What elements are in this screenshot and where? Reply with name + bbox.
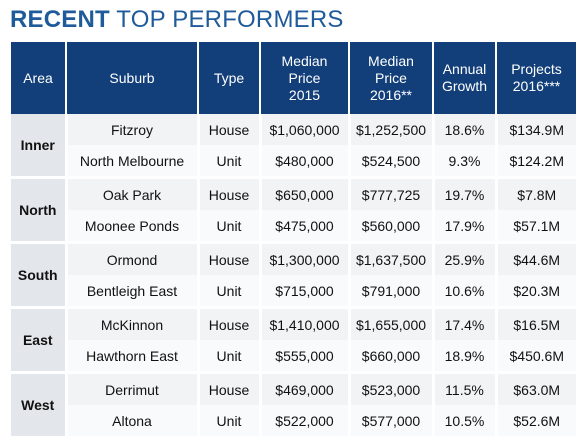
header-type: Type (198, 42, 261, 114)
header-median-2016-l2: Price (375, 69, 407, 86)
suburb-cell: Hawthorn East (66, 340, 200, 373)
header-median-2015-l1: Median (281, 52, 328, 69)
projects-cell: $16.5M (496, 306, 576, 340)
price-2016-cell: $660,000 (349, 340, 435, 373)
suburb-cell: North Melbourne (66, 145, 200, 178)
suburb-cell: Bentleigh East (66, 275, 200, 308)
header-projects-l1: Projects (511, 61, 562, 77)
title-rest: TOP PERFORMERS (109, 6, 344, 33)
suburb-cell: Derrimut (66, 371, 200, 405)
projects-cell: $63.0M (496, 371, 576, 405)
price-2015-cell: $475,000 (260, 210, 351, 243)
suburb-cell: McKinnon (66, 306, 200, 340)
growth-cell: 9.3% (433, 145, 498, 178)
price-2016-cell: $1,655,000 (349, 306, 435, 340)
price-2016-cell: $560,000 (349, 210, 435, 243)
performers-table: Area Suburb Type Median Price 2015 Media… (11, 42, 576, 436)
type-cell: House (198, 176, 262, 210)
area-cell: South (11, 241, 68, 308)
projects-cell: $134.9M (496, 114, 576, 145)
header-area: Area (11, 42, 67, 114)
price-2016-cell: $1,252,500 (349, 114, 435, 145)
price-2015-cell: $1,410,000 (260, 306, 351, 340)
table-row: South Ormond House $1,300,000 $1,637,500… (11, 241, 576, 308)
price-2016-cell: $523,000 (349, 371, 435, 405)
growth-cell: 17.4% (433, 306, 498, 340)
growth-cell: 11.5% (433, 371, 498, 405)
page-title: RECENT TOP PERFORMERS (10, 6, 344, 34)
type-cell: Unit (198, 275, 262, 308)
price-2015-cell: $555,000 (260, 340, 351, 373)
header-median-2016-l3: 2016** (369, 86, 413, 103)
suburb-cell: Oak Park (66, 176, 200, 210)
area-cell: West (11, 371, 68, 436)
projects-cell: $20.3M (496, 275, 576, 308)
suburb-cell: Altona (66, 405, 200, 436)
header-median-2015: Median Price 2015 (260, 42, 350, 114)
table-row: North Oak Park House $650,000 $777,725 1… (11, 176, 576, 243)
type-cell: House (198, 241, 262, 275)
growth-cell: 17.9% (433, 210, 498, 243)
header-row: Area Suburb Type Median Price 2015 Media… (11, 42, 576, 114)
table-row: West Derrimut House $469,000 $523,000 11… (11, 371, 576, 436)
type-cell: House (198, 371, 262, 405)
type-cell: Unit (198, 405, 262, 436)
price-2015-cell: $469,000 (260, 371, 351, 405)
projects-cell: $44.6M (496, 241, 576, 275)
projects-cell: $52.6M (496, 405, 576, 436)
price-2015-cell: $1,060,000 (260, 114, 351, 145)
table-row: Bentleigh East Unit $715,000 $791,000 10… (11, 275, 576, 308)
price-2015-cell: $480,000 (260, 145, 351, 178)
growth-cell: 10.5% (433, 405, 498, 436)
header-projects: Projects 2016*** (496, 42, 576, 114)
table-row: East McKinnon House $1,410,000 $1,655,00… (11, 306, 576, 373)
price-2016-cell: $1,637,500 (349, 241, 435, 275)
title-bold: RECENT (10, 6, 110, 33)
header-median-2015-l3: 2015 (288, 86, 321, 103)
growth-cell: 18.9% (433, 340, 498, 373)
projects-cell: $124.2M (496, 145, 576, 178)
price-2016-cell: $777,725 (349, 176, 435, 210)
table-row: Hawthorn East Unit $555,000 $660,000 18.… (11, 340, 576, 373)
price-2015-cell: $1,300,000 (260, 241, 351, 275)
projects-cell: $57.1M (496, 210, 576, 243)
table-row: North Melbourne Unit $480,000 $524,500 9… (11, 145, 576, 178)
type-cell: House (198, 114, 262, 145)
header-growth-l1: Annual (442, 61, 487, 77)
price-2016-cell: $791,000 (349, 275, 435, 308)
type-cell: Unit (198, 145, 262, 178)
growth-cell: 19.7% (433, 176, 498, 210)
growth-cell: 18.6% (433, 114, 498, 145)
type-cell: Unit (198, 340, 262, 373)
table-row: Altona Unit $522,000 $577,000 10.5% $52.… (11, 405, 576, 436)
suburb-cell: Ormond (66, 241, 200, 275)
header-median-2016: Median Price 2016** (349, 42, 434, 114)
area-cell: East (11, 306, 68, 373)
header-projects-l2: 2016*** (512, 78, 561, 94)
header-median-2015-l2: Price (288, 69, 321, 86)
price-2016-cell: $577,000 (349, 405, 435, 436)
price-2015-cell: $715,000 (260, 275, 351, 308)
header-growth: Annual Growth (433, 42, 497, 114)
suburb-cell: Moonee Ponds (66, 210, 200, 243)
header-growth-l2: Growth (441, 78, 488, 94)
type-cell: Unit (198, 210, 262, 243)
area-cell: Inner (11, 114, 68, 178)
table-row: Inner Fitzroy House $1,060,000 $1,252,50… (11, 114, 576, 178)
price-2015-cell: $522,000 (260, 405, 351, 436)
price-2015-cell: $650,000 (260, 176, 351, 210)
type-cell: House (198, 306, 262, 340)
projects-cell: $7.8M (496, 176, 576, 210)
projects-cell: $450.6M (496, 340, 576, 373)
suburb-cell: Fitzroy (66, 114, 200, 145)
area-cell: North (11, 176, 68, 243)
table-row: Moonee Ponds Unit $475,000 $560,000 17.9… (11, 210, 576, 243)
header-suburb: Suburb (66, 42, 199, 114)
growth-cell: 10.6% (433, 275, 498, 308)
price-2016-cell: $524,500 (349, 145, 435, 178)
growth-cell: 25.9% (433, 241, 498, 275)
header-median-2016-l1: Median (368, 52, 414, 69)
